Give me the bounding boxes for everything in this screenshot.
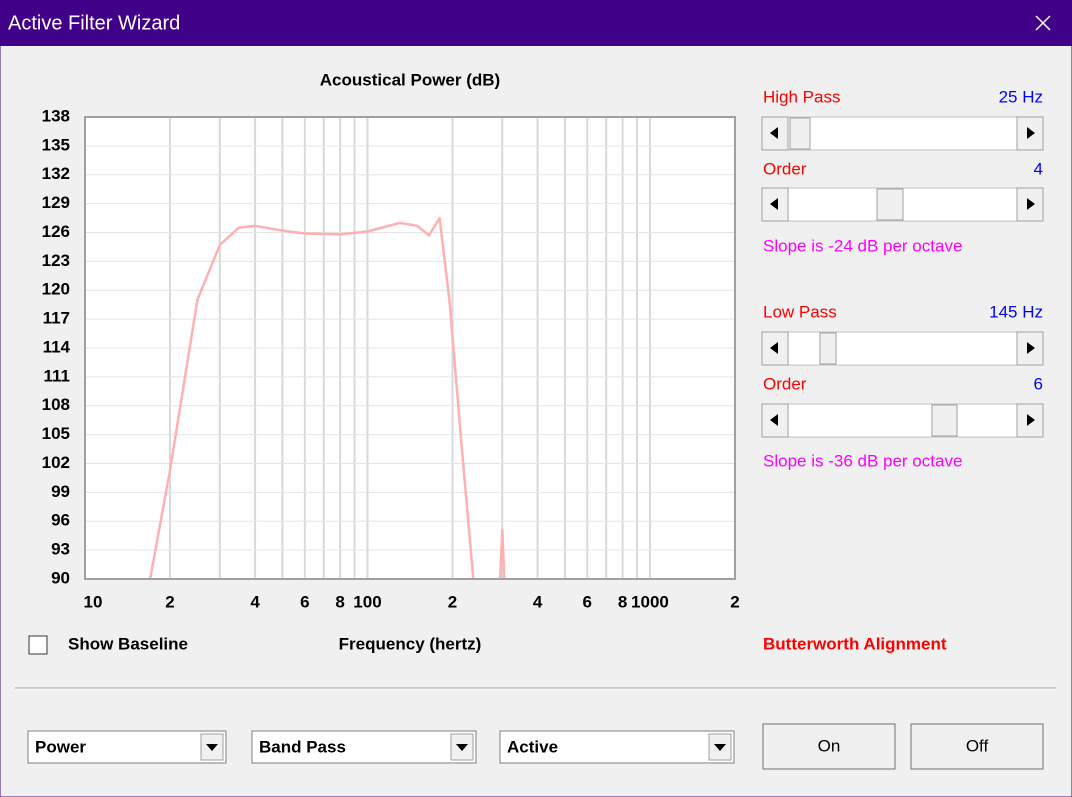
low-pass-label: Low Pass	[763, 302, 837, 321]
low-pass-order-slider[interactable]	[761, 403, 1044, 438]
y-tick-label: 135	[42, 135, 70, 154]
window-title: Active Filter Wizard	[8, 12, 180, 34]
data-line	[148, 216, 506, 580]
x-tick-label: 100	[353, 592, 381, 611]
high-pass-order-slider[interactable]	[761, 187, 1044, 222]
x-tick-label: 4	[533, 592, 543, 611]
low-pass-order: 6	[1034, 374, 1043, 393]
dropdown-text: Band Pass	[259, 737, 346, 756]
x-tick-label: 2	[165, 592, 174, 611]
high-pass-label: High Pass	[763, 87, 840, 106]
chart-title: Acoustical Power (dB)	[320, 70, 500, 89]
y-tick-label: 120	[42, 280, 70, 299]
x-tick-label: 2	[448, 592, 457, 611]
x-tick-label: 1000	[631, 592, 669, 611]
low-pass-value: 145 Hz	[989, 302, 1043, 321]
high-pass-slider[interactable]	[761, 116, 1044, 151]
x-tick-label: 8	[618, 592, 627, 611]
y-tick-label: 102	[42, 453, 70, 472]
high-pass-slope: Slope is -24 dB per octave	[763, 236, 962, 255]
x-tick-label: 6	[583, 592, 592, 611]
chart: Acoustical Power (dB) Frequency (hertz) …	[42, 70, 740, 653]
y-tick-label: 129	[42, 193, 70, 212]
dropdown-text: Active	[507, 737, 558, 756]
low-pass-slope: Slope is -36 dB per octave	[763, 451, 962, 470]
low-pass-slider[interactable]	[761, 331, 1044, 366]
button[interactable]: On	[762, 723, 896, 770]
y-tick-label: 96	[51, 511, 70, 530]
high-pass-order: 4	[1034, 159, 1043, 178]
close-button[interactable]	[1035, 15, 1051, 31]
y-tick-label: 117	[43, 309, 70, 328]
dropdown[interactable]: Active	[499, 730, 735, 764]
button-label: Off	[966, 736, 989, 755]
show-baseline-label: Show Baseline	[68, 634, 188, 653]
dropdown[interactable]: Power	[27, 730, 227, 764]
y-tick-label: 126	[42, 222, 70, 241]
alignment-label: Butterworth Alignment	[763, 634, 947, 653]
low-pass-order-label: Order	[763, 374, 807, 393]
y-tick-label: 99	[51, 482, 70, 501]
y-tick-label: 108	[42, 395, 70, 414]
y-tick-label: 90	[51, 568, 70, 587]
button[interactable]: Off	[910, 723, 1044, 770]
high-pass-order-label: Order	[763, 159, 807, 178]
y-tick-label: 111	[44, 366, 71, 385]
y-tick-label: 93	[51, 540, 70, 559]
high-pass-value: 25 Hz	[999, 87, 1043, 106]
x-tick-label: 2	[730, 592, 739, 611]
y-tick-label: 114	[43, 337, 71, 356]
button-label: On	[818, 736, 841, 755]
y-tick-label: 123	[42, 251, 70, 270]
title-bar	[0, 0, 1072, 46]
y-tick-label: 132	[42, 164, 70, 183]
plot-border	[84, 116, 736, 580]
show-baseline-checkbox[interactable]	[28, 635, 48, 655]
y-tick-label: 138	[42, 106, 70, 125]
dropdown-text: Power	[35, 737, 86, 756]
x-axis-label: Frequency (hertz)	[339, 634, 482, 653]
x-tick-label: 4	[250, 592, 260, 611]
y-tick-label: 105	[42, 424, 70, 443]
x-tick-label: 8	[335, 592, 344, 611]
dropdown[interactable]: Band Pass	[251, 730, 477, 764]
x-tick-label: 6	[300, 592, 309, 611]
x-tick-label: 10	[84, 592, 103, 611]
